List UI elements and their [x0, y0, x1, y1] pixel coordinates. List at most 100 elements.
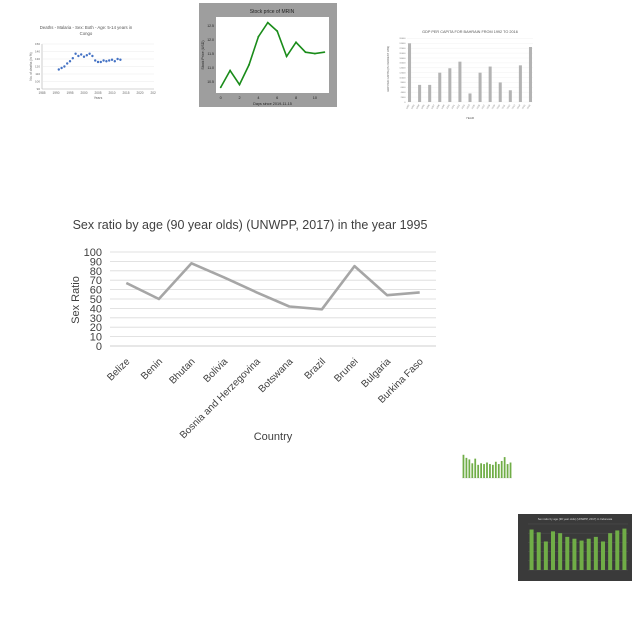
- y-axis-label: No. of deaths (in %): [29, 52, 33, 80]
- bar: [536, 532, 541, 570]
- x-tick-label: 1999: [441, 104, 446, 110]
- y-tick-label: 110: [35, 72, 40, 76]
- y-tick-label: 26000: [399, 38, 406, 40]
- y-tick-label: 90: [90, 256, 102, 268]
- bar: [528, 47, 532, 102]
- y-tick-label: 18000: [399, 58, 406, 60]
- bar: [500, 460, 503, 478]
- series-line: [220, 21, 325, 88]
- y-tick-label: 24000: [399, 43, 406, 45]
- scatter-point: [108, 59, 111, 62]
- bar: [572, 538, 577, 570]
- scatter-point: [113, 60, 117, 63]
- bar: [468, 93, 472, 102]
- main-chart-ylabel: Sex Ratio: [70, 276, 82, 324]
- bar: [428, 84, 432, 102]
- malaria-chart-thumbnail: Deaths - Malaria - Sex: Both - Age: 5-14…: [29, 25, 156, 100]
- x-tick-label: 1995: [66, 91, 73, 95]
- y-tick-label: 70: [90, 275, 102, 287]
- x-tick-label: Bolivia: [202, 356, 231, 385]
- y-tick-label: 10.5: [207, 80, 214, 84]
- x-tick-label: Bhutan: [167, 356, 197, 386]
- x-tick-label: Belize: [105, 356, 132, 383]
- x-tick-label: 2: [238, 96, 240, 100]
- x-tick-label: 2001: [452, 104, 457, 110]
- bar: [622, 528, 627, 570]
- bar: [468, 459, 471, 478]
- x-tick-label: 2013: [512, 104, 517, 110]
- bar: [558, 533, 563, 570]
- x-tick-label: 8: [295, 96, 297, 100]
- scatter-point: [68, 60, 72, 63]
- x-tick-label: 2003: [462, 104, 467, 110]
- x-tick-label: 1992: [406, 104, 411, 110]
- scatter-point: [119, 58, 122, 61]
- scatter-point: [94, 59, 97, 62]
- scatter-point: [88, 52, 91, 55]
- bar: [508, 90, 512, 102]
- bar: [615, 530, 620, 570]
- y-tick-label: 120: [35, 65, 40, 69]
- data-point: [276, 30, 279, 32]
- bar: [579, 540, 584, 570]
- x-tick-label: 2009: [492, 104, 497, 110]
- y-tick-label: 8000: [401, 82, 407, 84]
- bar: [471, 463, 474, 478]
- bar: [497, 464, 500, 478]
- scatter-point: [66, 62, 69, 65]
- y-tick-label: 80: [90, 266, 102, 278]
- x-tick-label: 2008: [487, 104, 492, 110]
- y-tick-label: 16000: [399, 63, 406, 65]
- x-tick-label: 1994: [416, 104, 421, 110]
- x-tick-label: 2010: [108, 91, 115, 95]
- bar: [503, 457, 506, 478]
- y-tick-label: 140: [35, 50, 40, 54]
- bar: [492, 464, 494, 478]
- bar: [480, 463, 482, 478]
- x-tick-label: 2014: [517, 104, 522, 110]
- y-tick-label: 12000: [399, 72, 406, 74]
- bar: [601, 541, 605, 570]
- data-point: [304, 51, 307, 54]
- scatter-point: [71, 57, 74, 60]
- main-chart-xlabel: Country: [254, 431, 293, 443]
- x-tick-label: 2000: [80, 91, 87, 95]
- data-point: [219, 86, 222, 89]
- x-axis-label: Years: [94, 96, 103, 100]
- y-tick-label: 6000: [401, 87, 407, 89]
- bar: [408, 43, 412, 102]
- scatter-point: [91, 54, 94, 58]
- y-tick-label: 10000: [399, 77, 406, 79]
- bar: [486, 462, 488, 478]
- x-tick-label: 2000: [447, 104, 452, 110]
- bar: [483, 464, 485, 478]
- bar: [494, 461, 497, 478]
- y-tick-label: 22000: [399, 48, 406, 50]
- scatter-point: [96, 60, 100, 64]
- scatter-point: [102, 59, 105, 62]
- series-line: [125, 261, 420, 311]
- bar: [565, 536, 570, 570]
- data-point: [229, 69, 232, 72]
- green-bar-chart-thumbnail: [462, 454, 512, 479]
- scatter-point: [82, 55, 86, 58]
- bar: [593, 536, 598, 570]
- x-tick-label: 1996: [426, 104, 431, 110]
- x-tick-label: 2005: [472, 104, 477, 110]
- x-tick-label: 2015: [522, 104, 527, 110]
- x-tick-label: 2011: [502, 104, 506, 110]
- y-tick-label: 60: [90, 285, 102, 297]
- x-tick-label: 2012: [507, 104, 512, 110]
- x-tick-label: 2016: [527, 104, 532, 110]
- x-tick-label: 2020: [136, 91, 143, 95]
- thumb-title: Stock price of MRIN: [250, 9, 295, 15]
- x-tick-label: 1993: [411, 104, 416, 110]
- bar: [458, 61, 462, 102]
- y-tick-label: 90: [37, 87, 41, 91]
- x-tick-label: 2007: [482, 104, 487, 110]
- scatter-point: [85, 54, 88, 57]
- y-tick-label: 14000: [399, 68, 406, 70]
- scatter-point: [99, 60, 103, 64]
- x-tick-label: 2002: [457, 104, 462, 110]
